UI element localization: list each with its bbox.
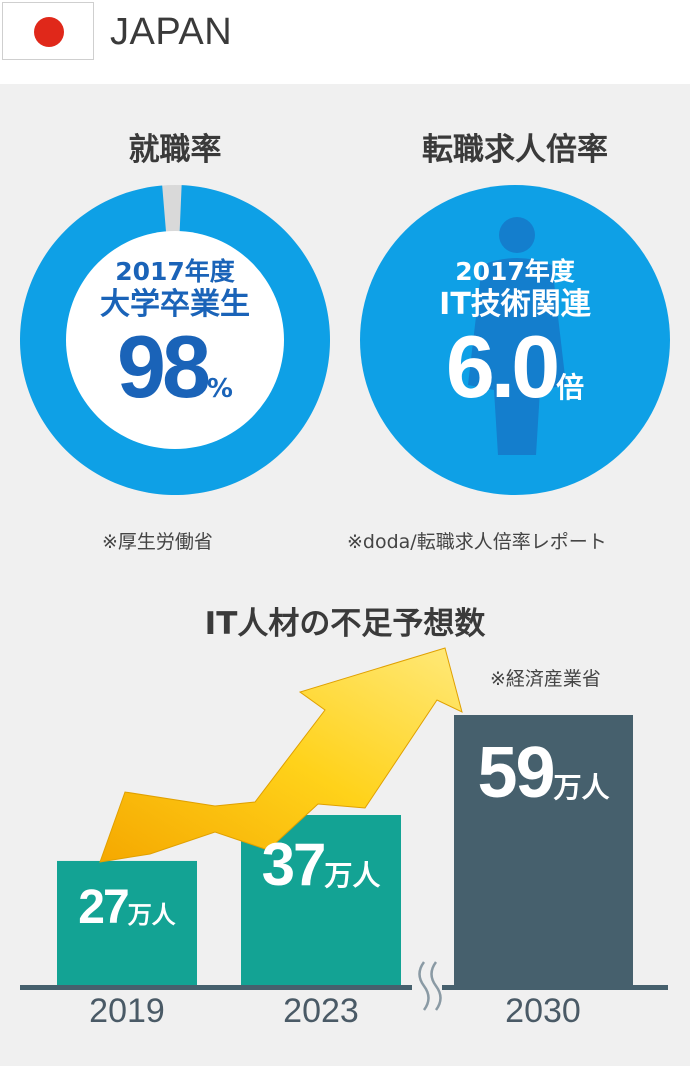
donut-hole	[66, 231, 284, 449]
bar-value-number: 59	[477, 733, 553, 813]
bar-2030	[454, 715, 633, 985]
baseline	[20, 985, 668, 990]
employment-unit: %	[206, 374, 233, 404]
employment-title: 就職率	[128, 132, 222, 168]
employment-donut	[20, 185, 330, 495]
x-tick-label-2030: 2030	[505, 992, 581, 1030]
employment-value: 98	[117, 317, 211, 416]
job-ratio-title: 転職求人倍率	[422, 132, 608, 168]
growth-arrow-icon	[99, 647, 463, 863]
japan-flag-icon	[2, 2, 94, 60]
job-ratio-center: 2017年度 IT技術関連 6.0倍	[410, 257, 620, 434]
employment-year: 2017年度	[115, 257, 235, 286]
axis-break-icon	[418, 961, 442, 1011]
bar-value-unit: 万人	[324, 859, 380, 892]
x-tick-label-2023: 2023	[283, 992, 359, 1030]
bar-value-number: 37	[262, 831, 325, 898]
bar-value-label-2023: 37万人	[262, 831, 381, 898]
job-ratio-source: ※doda/転職求人倍率レポート	[347, 531, 607, 553]
employment-group: 大学卒業生	[100, 287, 250, 322]
bar-value-label-2019: 27万人	[78, 881, 175, 934]
header: JAPAN	[0, 0, 690, 84]
shortage-source: ※経済産業省	[490, 668, 601, 690]
employment-center: 2017年度 大学卒業生 98%	[70, 257, 280, 434]
shortage-title: IT人材の不足予想数	[204, 606, 486, 642]
person-silhouette-icon	[468, 217, 566, 455]
job-ratio-group: IT技術関連	[439, 287, 591, 322]
x-tick-label-2019: 2019	[89, 992, 165, 1030]
bar-2019	[57, 860, 197, 985]
job-ratio-year: 2017年度	[455, 257, 575, 286]
bar-value-unit: 万人	[554, 771, 610, 804]
country-name: JAPAN	[110, 11, 233, 53]
baseline-group	[20, 961, 668, 1011]
employment-source: ※厚生労働省	[102, 531, 213, 553]
job-ratio-circle	[360, 185, 670, 495]
bar-value-number: 27	[78, 881, 128, 934]
job-ratio-value: 6.0	[445, 317, 560, 416]
flag-sun	[34, 17, 64, 47]
bar-value-unit: 万人	[128, 901, 176, 929]
job-ratio-unit: 倍	[556, 371, 585, 404]
bar-value-label-2030: 59万人	[477, 733, 609, 813]
